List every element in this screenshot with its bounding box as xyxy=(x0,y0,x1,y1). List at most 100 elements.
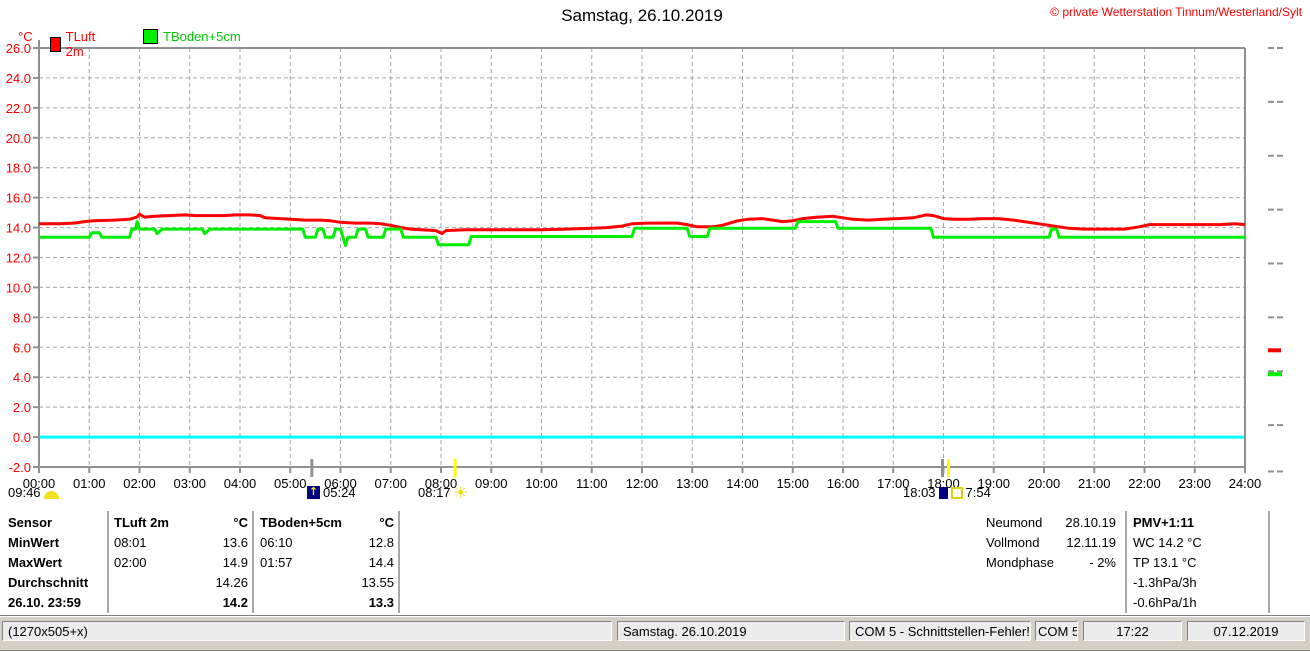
min-value: 13.6 xyxy=(222,535,248,551)
statusbar-com-error: COM 5 - Schnittstellen-Fehler! xyxy=(849,621,1031,641)
svg-text:01:00: 01:00 xyxy=(73,476,106,491)
max-value: 14.9 xyxy=(222,554,248,570)
svg-text:19:00: 19:00 xyxy=(977,476,1010,491)
pmv-value: PMV+1:11 xyxy=(1133,515,1195,531)
moonrise-annotation: ↑ 05:24 xyxy=(307,485,356,500)
page-title: Samstag, 26.10.2019 xyxy=(561,6,723,25)
svg-text:08:00: 08:00 xyxy=(425,476,458,491)
row-label: Sensor xyxy=(8,515,53,531)
sunset-annotation: 18:03 7:54 xyxy=(903,485,991,500)
row-label: MinWert xyxy=(8,535,60,551)
sunrise-annotation: 08:17 ☀ xyxy=(418,484,468,500)
svg-text:18.0: 18.0 xyxy=(6,161,31,176)
column-divider xyxy=(1125,511,1128,613)
svg-text:16:00: 16:00 xyxy=(827,476,860,491)
max-time: 02:00 xyxy=(114,554,147,570)
legend-item-tluft[interactable]: TLuft 2m xyxy=(50,29,100,59)
sensor-name: TLuft 2m xyxy=(114,515,169,531)
svg-text:23:00: 23:00 xyxy=(1178,476,1211,491)
summary-column-tboden: TBoden+5cm °C 06:10 12.8 01:57 14.4 13.55 … xyxy=(260,513,394,612)
svg-text:24.0: 24.0 xyxy=(6,71,31,86)
svg-text:-2.0: -2.0 xyxy=(9,460,31,475)
moonset-annotation: 09:46 xyxy=(8,485,59,500)
column-divider xyxy=(107,511,110,613)
temperature-chart[interactable]: -2.0 0.0 2.0 4.0 6.0 8.0 10.0 12.0 14.0 16.0 18.0 2… xyxy=(0,0,1310,505)
svg-text:21:00: 21:00 xyxy=(1078,476,1111,491)
svg-text:09:00: 09:00 xyxy=(475,476,508,491)
row-label: 26.10. 23:59 xyxy=(8,594,82,610)
svg-text:06:00: 06:00 xyxy=(324,476,357,491)
status-bar: (1270x505+x) Samstag. 26.10.2019 COM 5 -… xyxy=(0,617,1310,651)
svg-text:14.0: 14.0 xyxy=(6,221,31,236)
summary-column-tluft: TLuft 2m °C 08:01 13.6 02:00 14.9 14.26 14… xyxy=(114,513,248,612)
moon-value: - 2% xyxy=(1089,554,1116,570)
copyright-note: © private Wetterstation Tinnum/Westerlan… xyxy=(1050,5,1302,19)
statusbar-current-date: 07.12.2019 xyxy=(1187,621,1305,641)
statusbar-com-port: COM 5 xyxy=(1035,621,1078,641)
svg-text:13:00: 13:00 xyxy=(676,476,709,491)
svg-text:24:00: 24:00 xyxy=(1229,476,1262,491)
row-label: Durchschnitt xyxy=(8,574,89,590)
svg-text:26.0: 26.0 xyxy=(6,41,31,56)
sensor-unit: °C xyxy=(379,515,394,531)
tboden-legend-label: TBoden+5cm xyxy=(163,29,241,44)
svg-text:4.0: 4.0 xyxy=(13,370,31,385)
svg-text:20.0: 20.0 xyxy=(6,131,31,146)
statusbar-resolution: (1270x505+x) xyxy=(2,621,612,641)
svg-text:2.0: 2.0 xyxy=(13,400,31,415)
column-divider xyxy=(398,511,401,613)
column-divider xyxy=(252,511,255,613)
current-value: 14.2 xyxy=(222,594,248,610)
min-time: 06:10 xyxy=(260,535,293,551)
statusbar-date-label: Samstag. 26.10.2019 xyxy=(617,621,845,641)
svg-text:0.0: 0.0 xyxy=(13,430,31,445)
svg-text:12.0: 12.0 xyxy=(6,251,31,266)
min-value: 12.8 xyxy=(368,535,394,551)
column-divider xyxy=(1268,511,1271,613)
svg-text:00:00: 00:00 xyxy=(23,476,56,491)
svg-text:22.0: 22.0 xyxy=(6,101,31,116)
moon-value: 28.10.19 xyxy=(1065,515,1116,531)
svg-text:15:00: 15:00 xyxy=(776,476,809,491)
dewpoint-value: TP 13.1 °C xyxy=(1133,554,1197,570)
statusbar-divider xyxy=(0,615,1310,617)
sensor-name: TBoden+5cm xyxy=(260,515,342,531)
summary-row-labels: Sensor MinWert MaxWert Durchschnitt 26.1… xyxy=(8,513,104,612)
sunset-time: 18:03 xyxy=(903,485,936,500)
moonset-time: 09:46 xyxy=(8,485,41,500)
max-time: 01:57 xyxy=(260,554,293,570)
svg-text:05:00: 05:00 xyxy=(274,476,307,491)
svg-text:11:00: 11:00 xyxy=(576,476,608,491)
tluft-legend-label: TLuft 2m xyxy=(65,29,96,59)
svg-text:14:00: 14:00 xyxy=(726,476,759,491)
moon-label: Mondphase xyxy=(986,554,1054,570)
min-time: 08:01 xyxy=(114,535,147,551)
row-label: MaxWert xyxy=(8,554,62,570)
svg-text:12:00: 12:00 xyxy=(626,476,659,491)
tluft-swatch-icon xyxy=(50,36,61,52)
svg-text:8.0: 8.0 xyxy=(13,310,31,325)
tboden-swatch-icon xyxy=(143,29,158,44)
moonset-icon xyxy=(43,490,59,499)
moon-label: Neumond xyxy=(986,515,1043,531)
avg-value: 13.55 xyxy=(361,574,394,590)
sunshine-duration-value: 7:54 xyxy=(965,485,991,500)
moonrise-icon: ↑ xyxy=(307,485,320,499)
moon-label: Vollmond xyxy=(986,535,1040,551)
sunset-icon xyxy=(938,486,948,499)
svg-text:6.0: 6.0 xyxy=(13,340,31,355)
windchill-value: WC 14.2 °C xyxy=(1133,535,1202,551)
svg-text:16.0: 16.0 xyxy=(6,191,31,206)
max-value: 14.4 xyxy=(368,554,394,570)
svg-text:07:00: 07:00 xyxy=(374,476,407,491)
moon-info-panel: Neumond 28.10.19 Vollmond 12.11.19 Mondpha… xyxy=(986,513,1116,572)
pressure-trend-1h: -0.6hPa/1h xyxy=(1133,594,1197,610)
pmv-panel: PMV+1:11 WC 14.2 °C TP 13.1 °C -1.3hPa/3… xyxy=(1133,513,1259,612)
moon-value: 12.11.19 xyxy=(1066,535,1116,551)
svg-text:10:00: 10:00 xyxy=(525,476,558,491)
legend-item-tboden[interactable]: TBoden+5cm xyxy=(143,29,241,44)
svg-text:04:00: 04:00 xyxy=(224,476,257,491)
statusbar-clock: 17:22 xyxy=(1083,621,1182,641)
current-value: 13.3 xyxy=(368,594,394,610)
svg-text:03:00: 03:00 xyxy=(173,476,206,491)
